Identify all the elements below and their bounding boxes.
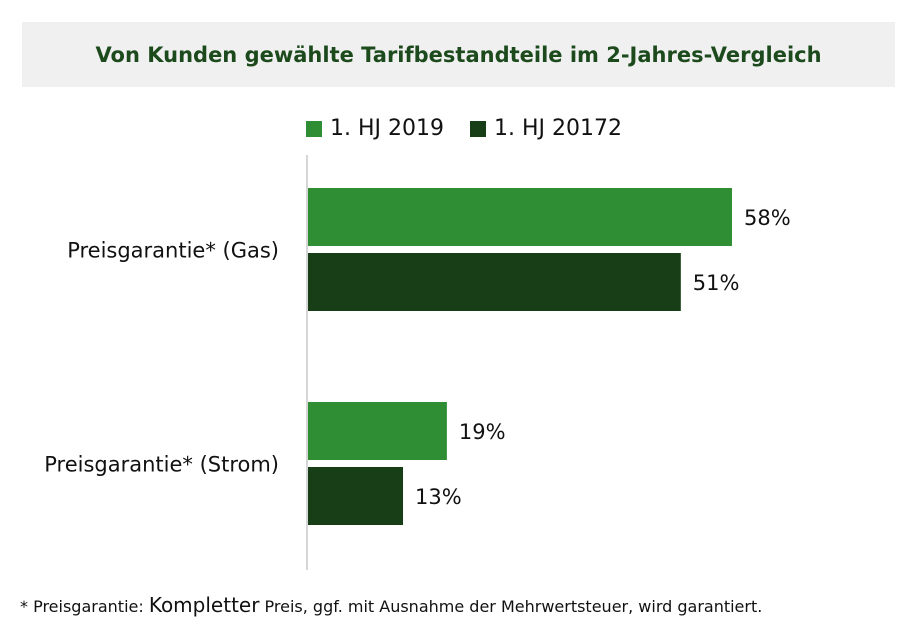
title-bar: Von Kunden gewählte Tarifbestandteile im…	[22, 22, 895, 87]
footnote: * Preisgarantie: Kompletter Preis, ggf. …	[20, 593, 762, 617]
data-label: 19%	[459, 420, 506, 444]
chart-title: Von Kunden gewählte Tarifbestandteile im…	[95, 42, 822, 67]
category-label: Preisgarantie* (Gas)	[67, 239, 279, 263]
footnote-prefix: * Preisgarantie:	[20, 597, 149, 616]
bar	[308, 188, 732, 246]
bar	[308, 253, 681, 311]
data-label: 13%	[415, 485, 462, 509]
legend-label: 1. HJ 20172	[494, 116, 622, 141]
legend-item-2017: 1. HJ 20172	[470, 116, 622, 141]
footnote-rest: Preis, ggf. mit Ausnahme der Mehrwertste…	[259, 597, 763, 616]
legend-swatch	[306, 120, 322, 137]
bar	[308, 402, 447, 460]
footnote-emphasis: Kompletter	[148, 593, 260, 617]
data-label: 58%	[744, 206, 791, 230]
data-label: 51%	[693, 271, 740, 295]
category-label: Preisgarantie* (Strom)	[44, 453, 279, 477]
legend: 1. HJ 2019 1. HJ 20172	[0, 116, 918, 141]
legend-label: 1. HJ 2019	[330, 116, 444, 141]
legend-item-2019: 1. HJ 2019	[306, 116, 444, 141]
bar	[308, 467, 404, 525]
legend-swatch	[470, 120, 486, 137]
